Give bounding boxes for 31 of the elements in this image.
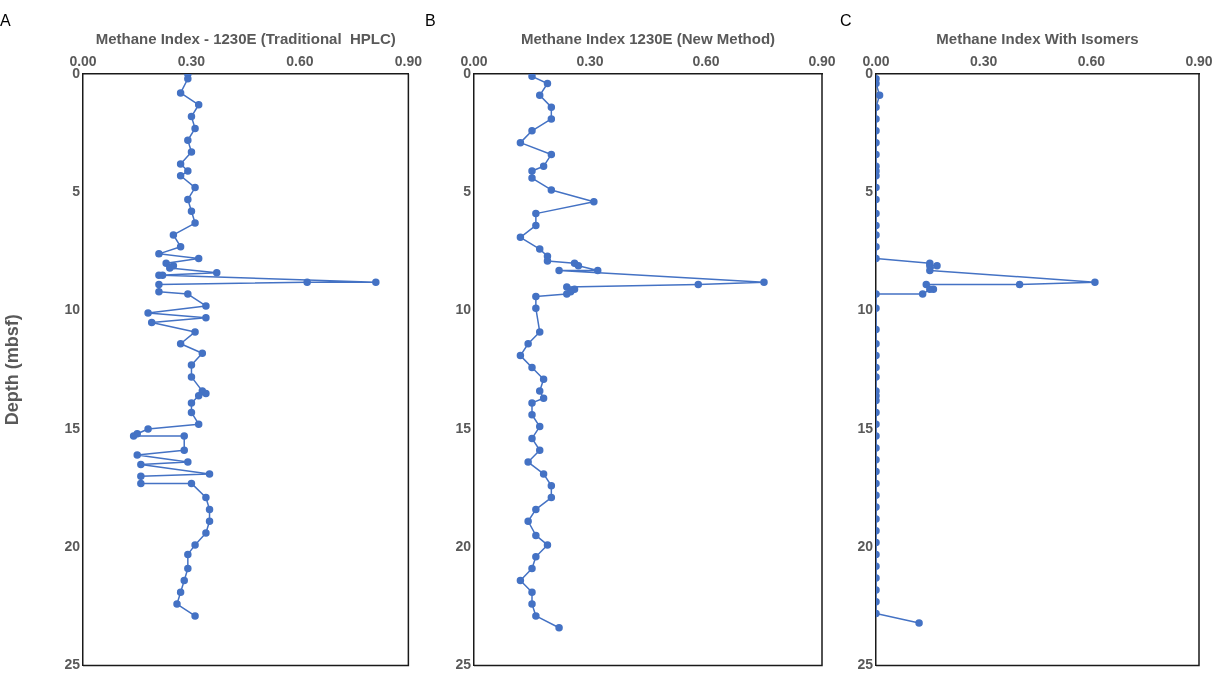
x-tick-label: 0.90 [1185, 53, 1213, 70]
y-tick-label: 20 [64, 538, 81, 555]
x-axis-title: Methane Index - 1230E (Traditional HPLC) [95, 30, 396, 48]
x-tick-label: 0.30 [177, 53, 206, 70]
x-tick-label: 0.90 [394, 53, 423, 70]
x-tick-label: 0.30 [970, 53, 998, 70]
y-tick-label: 25 [64, 656, 81, 673]
chart-title: C [840, 12, 852, 30]
y-tick-label: 25 [455, 656, 472, 673]
x-axis-title: Methane Index 1230E (New Method) [520, 30, 776, 48]
y-tick-label: 25 [857, 656, 874, 673]
y-tick-label: 10 [857, 301, 874, 318]
y-tick-label: 10 [64, 301, 81, 318]
y-tick-label: 5 [72, 183, 81, 200]
y-tick-label: 15 [64, 419, 81, 436]
y-tick-label: 15 [455, 419, 472, 436]
y-tick-label: 20 [455, 538, 472, 555]
y-tick-label: 15 [857, 419, 874, 436]
x-axis-title: Methane Index With Isomers [936, 30, 1139, 48]
y-tick-label: 20 [857, 538, 874, 555]
chart-title: B [425, 12, 436, 30]
x-tick-label: 0.60 [1077, 53, 1106, 70]
x-tick-label: 0.60 [286, 53, 314, 70]
y-tick-label: 5 [463, 183, 472, 200]
y-axis-title: Depth (mbsf) [1, 314, 22, 426]
x-tick-label: 0.90 [808, 53, 836, 70]
x-tick-label: 0.30 [576, 53, 604, 70]
y-tick-label: 5 [865, 183, 874, 200]
chart-title: A [0, 12, 11, 30]
x-tick-label: 0.60 [692, 53, 720, 70]
y-tick-label: 10 [455, 301, 472, 318]
